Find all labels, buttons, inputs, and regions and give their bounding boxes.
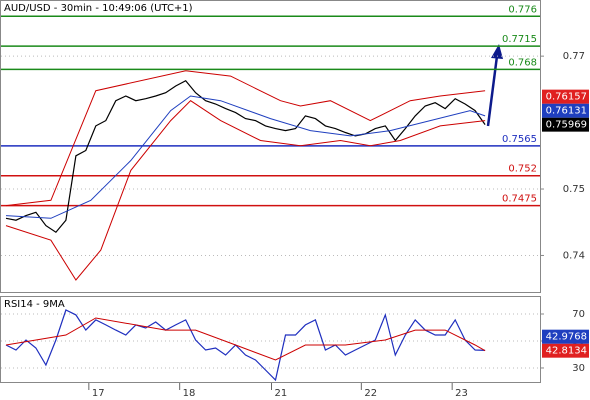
x-tick-label: 22 [364, 388, 377, 399]
x-tick-label: 21 [274, 388, 287, 399]
series-line [5, 95, 486, 219]
level-label: 0.768 [508, 57, 537, 68]
price-box-label: 0.75969 [546, 120, 587, 131]
x-tick-label: 23 [455, 388, 468, 399]
series-line [5, 317, 486, 361]
arrow-head [491, 44, 503, 59]
level-label: 0.7475 [502, 194, 537, 205]
y-tick-label: 70 [572, 309, 585, 320]
price-panel [0, 0, 541, 293]
level-label: 0.7715 [502, 34, 537, 45]
x-tick-label: 18 [183, 388, 196, 399]
level-label: 0.776 [508, 4, 537, 15]
chart-title: AUD/USD - 30min - 10:49:06 (UTC+1) [4, 3, 193, 14]
rsi-title: RSI14 - 9MA [4, 299, 65, 310]
price-box [542, 89, 589, 104]
price-box-label: 0.76157 [546, 92, 587, 103]
y-tick-label: 0.75 [563, 184, 585, 195]
series-line [5, 309, 486, 382]
x-tick-label: 17 [92, 388, 105, 399]
series-line [5, 100, 486, 281]
price-box-label: 0.76131 [546, 106, 587, 117]
rsi-panel [0, 296, 541, 383]
price-box-label: 42.9768 [546, 332, 587, 343]
series-line [5, 70, 486, 207]
level-label: 0.7565 [502, 134, 537, 145]
y-tick-label: 0.74 [563, 250, 585, 261]
price-box [542, 343, 589, 358]
projection-arrow [486, 55, 499, 127]
level-label: 0.752 [508, 164, 537, 175]
price-box-label: 42.8134 [546, 346, 587, 357]
series-line [5, 79, 486, 233]
y-tick-label: 0.77 [563, 51, 585, 62]
price-box [542, 329, 589, 344]
price-box [542, 117, 589, 132]
price-box [542, 103, 589, 118]
y-tick-label: 30 [572, 363, 585, 374]
